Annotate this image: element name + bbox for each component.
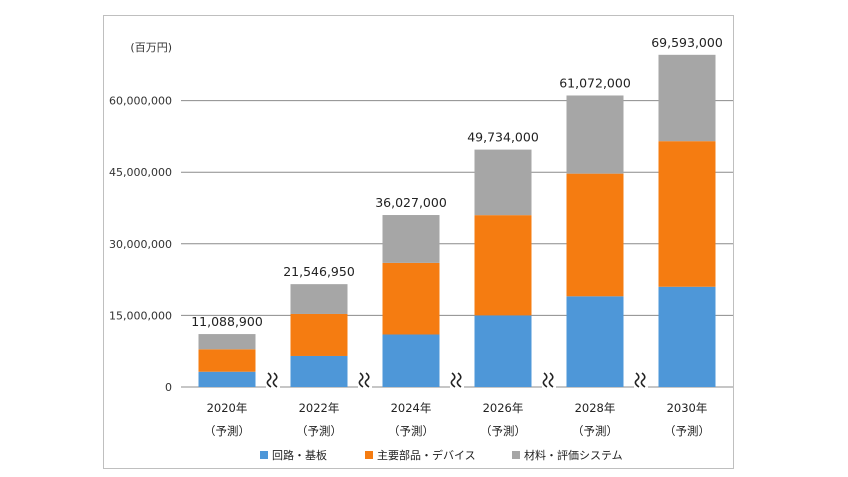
x-tick-sublabel: （予測） [480, 424, 526, 438]
axis-break-stroke [358, 372, 364, 388]
bar-segment [382, 334, 440, 387]
legend-label: 材料・評価システム [524, 448, 623, 462]
legend-swatch [512, 451, 520, 459]
x-tick-label: 2022年 [299, 401, 340, 415]
bar-segment [382, 262, 440, 335]
bar-segment [566, 173, 624, 297]
bar-segment [290, 313, 348, 356]
legend-swatch [260, 451, 268, 459]
axis-break-stroke [364, 372, 370, 388]
x-tick-label: 2024年 [391, 401, 432, 415]
axis-break-mark [542, 372, 556, 388]
axis-break-mark [634, 372, 648, 388]
bar-segment [658, 286, 716, 387]
bar-segment [566, 95, 624, 174]
axis-break-mark [358, 372, 372, 388]
x-tick-label: 2020年 [207, 401, 248, 415]
x-tick-sublabel: （予測） [664, 424, 710, 438]
total-label: 36,027,000 [375, 195, 447, 210]
x-tick-sublabel: （予測） [572, 424, 618, 438]
y-tick-label: 0 [165, 381, 172, 394]
axis-break-stroke [634, 372, 640, 388]
x-tick-sublabel: （予測） [388, 424, 434, 438]
bar-segment [474, 315, 532, 387]
bar-segment [198, 334, 256, 350]
bar-segment [658, 54, 716, 142]
x-tick-label: 2028年 [575, 401, 616, 415]
y-tick-label: 15,000,000 [109, 309, 172, 322]
y-tick-label: 30,000,000 [109, 238, 172, 251]
total-label: 49,734,000 [467, 130, 539, 145]
x-tick-sublabel: （予測） [296, 424, 342, 438]
axis-break-stroke [640, 372, 646, 388]
total-label: 21,546,950 [283, 264, 355, 279]
bar-segment [658, 141, 716, 287]
bar-segment [566, 296, 624, 387]
bar-segment [474, 149, 532, 216]
bar-segment [382, 215, 440, 263]
bar-segment [198, 349, 256, 372]
x-tick-sublabel: （予測） [204, 424, 250, 438]
x-tick-label: 2030年 [667, 401, 708, 415]
axis-break-stroke [450, 372, 456, 388]
axis-break-stroke [272, 372, 278, 388]
legend-swatch [365, 451, 373, 459]
total-label: 69,593,000 [651, 35, 723, 50]
axis-break-stroke [456, 372, 462, 388]
total-label: 11,088,900 [191, 314, 263, 329]
bar-segment [290, 284, 348, 314]
bar-segment [474, 215, 532, 316]
y-tick-label: 45,000,000 [109, 166, 172, 179]
bar-segment [290, 355, 348, 387]
axis-break-mark [450, 372, 464, 388]
y-tick-label: 60,000,000 [109, 95, 172, 108]
y-unit-label: (百万円) [130, 41, 172, 54]
axis-break-mark [266, 372, 280, 388]
axis-break-stroke [266, 372, 272, 388]
legend-label: 主要部品・デバイス [377, 448, 476, 462]
total-label: 61,072,000 [559, 75, 631, 90]
bar-segment [198, 371, 256, 387]
x-tick-label: 2026年 [483, 401, 524, 415]
legend-label: 回路・基板 [272, 448, 327, 462]
axis-break-stroke [542, 372, 548, 388]
axis-break-stroke [548, 372, 554, 388]
